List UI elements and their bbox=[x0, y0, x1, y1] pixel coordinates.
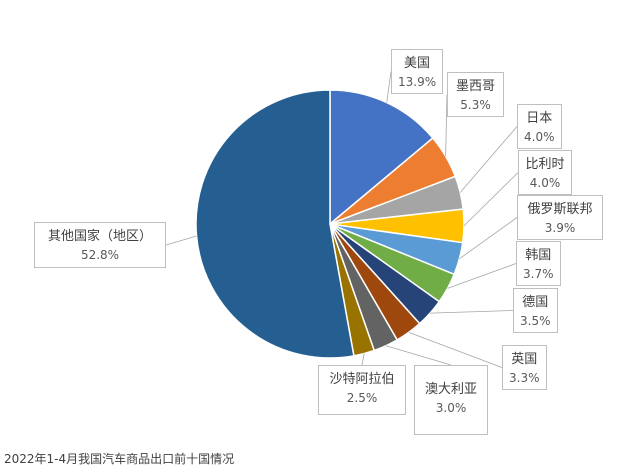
data-label-10: 其他国家（地区） 52.8% bbox=[34, 222, 166, 268]
data-label-value: 3.3% bbox=[509, 371, 540, 385]
data-label-3: 比利时 4.0% bbox=[518, 150, 572, 195]
leader-line-9 bbox=[361, 353, 365, 366]
data-label-4: 俄罗斯联邦 3.9% bbox=[517, 195, 603, 240]
leader-line-10 bbox=[165, 235, 197, 246]
leader-line-8 bbox=[385, 345, 452, 366]
pie-slice-0 bbox=[329, 89, 434, 226]
chart-caption: 2022年1-4月我国汽车商品出口前十国情况 bbox=[4, 452, 235, 466]
pie-slices bbox=[195, 89, 465, 359]
data-label-value: 3.5% bbox=[520, 314, 551, 328]
data-label-9: 沙特阿拉伯 2.5% bbox=[318, 365, 406, 415]
leader-line-0 bbox=[386, 71, 392, 103]
data-label-name: 澳大利亚 bbox=[424, 382, 477, 397]
leader-line-4 bbox=[459, 217, 518, 260]
data-label-value: 52.8% bbox=[80, 248, 120, 262]
data-label-value: 4.0% bbox=[524, 130, 555, 144]
leader-line-3 bbox=[463, 172, 519, 227]
leader-line-2 bbox=[459, 126, 518, 193]
data-label-name: 韩国 bbox=[525, 248, 552, 263]
data-label-0: 美国 13.9% bbox=[391, 49, 444, 94]
pie-slice-10 bbox=[195, 89, 355, 359]
data-label-1: 墨西哥 5.3% bbox=[447, 72, 504, 117]
data-label-value: 4.0% bbox=[529, 176, 561, 190]
data-label-2: 日本 4.0% bbox=[517, 104, 562, 149]
leader-line-1 bbox=[445, 94, 448, 157]
data-label-7: 英国 3.3% bbox=[502, 345, 547, 390]
data-label-name: 德国 bbox=[522, 295, 549, 310]
data-label-value: 3.9% bbox=[544, 221, 576, 235]
leader-line-5 bbox=[447, 263, 517, 289]
data-label-value: 2.5% bbox=[346, 391, 378, 405]
leader-lines bbox=[165, 71, 519, 368]
data-label-value: 13.9% bbox=[398, 75, 437, 89]
data-label-name: 比利时 bbox=[525, 157, 565, 172]
leader-line-6 bbox=[430, 310, 514, 314]
data-label-name: 英国 bbox=[511, 352, 538, 367]
data-label-5: 韩国 3.7% bbox=[516, 241, 561, 286]
data-label-value: 5.3% bbox=[460, 98, 491, 112]
data-label-name: 其他国家（地区） bbox=[47, 229, 152, 244]
data-label-name: 日本 bbox=[526, 111, 553, 126]
data-label-value: 3.0% bbox=[435, 401, 467, 415]
data-label-name: 沙特阿拉伯 bbox=[329, 372, 395, 387]
data-label-name: 美国 bbox=[404, 56, 431, 71]
data-label-value: 3.7% bbox=[523, 267, 554, 281]
data-label-8: 澳大利亚 3.0% bbox=[414, 365, 488, 435]
data-label-name: 俄罗斯联邦 bbox=[527, 202, 593, 217]
data-label-6: 德国 3.5% bbox=[513, 288, 558, 333]
leader-line-7 bbox=[408, 331, 503, 368]
data-label-name: 墨西哥 bbox=[455, 79, 495, 94]
